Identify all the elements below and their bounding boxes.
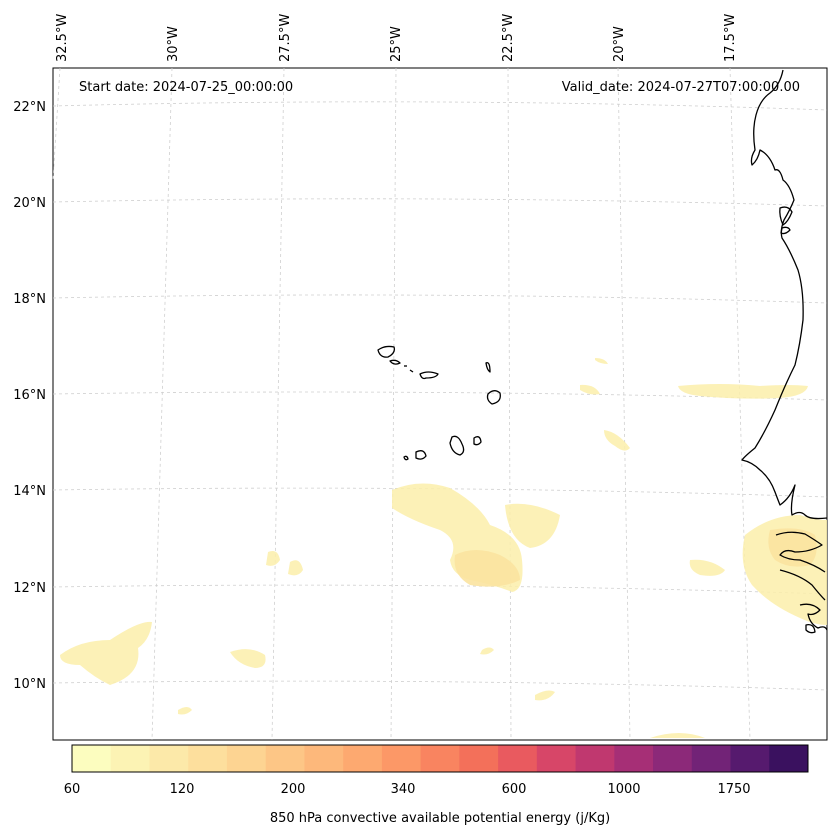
latitude-labels: 22°N 20°N 18°N 16°N 14°N 12°N 10°N xyxy=(13,100,46,692)
colorbar-cell xyxy=(110,745,150,772)
colorbar-cell xyxy=(420,745,460,772)
colorbar-cell xyxy=(498,745,538,772)
longitude-labels: 32.5°W 30°W 27.5°W 25°W 22.5°W 20°W 17.5… xyxy=(55,14,738,62)
colorbar-cell xyxy=(653,745,693,772)
cape-verde-islands xyxy=(377,345,501,461)
lon-label: 32.5°W xyxy=(55,14,70,62)
colorbar-cell xyxy=(730,745,770,772)
lat-label: 18°N xyxy=(13,292,46,307)
colorbar-cell xyxy=(188,745,228,772)
lon-label: 30°W xyxy=(166,26,181,62)
colorbar-tick-label: 1000 xyxy=(607,782,640,797)
colorbar-cell xyxy=(614,745,654,772)
colorbar-cell xyxy=(769,745,809,772)
lon-label: 20°W xyxy=(612,26,627,62)
lon-label: 17.5°W xyxy=(723,14,738,62)
colorbar xyxy=(72,745,809,772)
cape-shading xyxy=(60,358,827,738)
lat-label: 10°N xyxy=(13,677,46,692)
lat-label: 12°N xyxy=(13,581,46,596)
colorbar-cell xyxy=(381,745,422,772)
africa-coastline xyxy=(741,69,828,634)
colorbar-cell xyxy=(149,745,189,772)
colorbar-cell xyxy=(536,745,577,772)
colorbar-cell xyxy=(343,745,383,772)
map-frame xyxy=(52,67,828,741)
colorbar-frame xyxy=(71,744,809,773)
lon-label: 27.5°W xyxy=(278,14,293,62)
lat-label: 16°N xyxy=(13,388,46,403)
lat-label: 20°N xyxy=(13,196,46,211)
colorbar-tick-label: 120 xyxy=(170,782,195,797)
meridian-gridlines xyxy=(52,67,751,741)
colorbar-ticks: 60 120 200 340 600 1000 1750 xyxy=(64,782,751,797)
lon-label: 22.5°W xyxy=(501,14,516,62)
colorbar-cell xyxy=(265,745,305,772)
colorbar-cell xyxy=(72,745,112,772)
lat-label: 22°N xyxy=(13,100,46,115)
valid-date-text: Valid_date: 2024-07-27T07:00:00.00 xyxy=(562,80,800,95)
lat-label: 14°N xyxy=(13,484,46,499)
colorbar-cell xyxy=(226,745,267,772)
colorbar-label: 850 hPa convective available potential e… xyxy=(270,811,610,826)
colorbar-tick-label: 600 xyxy=(502,782,527,797)
colorbar-tick-label: 340 xyxy=(391,782,416,797)
colorbar-tick-label: 60 xyxy=(64,782,81,797)
lon-label: 25°W xyxy=(389,26,404,62)
parallel-gridlines xyxy=(52,101,828,691)
colorbar-tick-label: 1750 xyxy=(717,782,750,797)
colorbar-cell xyxy=(304,745,344,772)
start-date-text: Start date: 2024-07-25_00:00:00 xyxy=(79,80,293,95)
colorbar-cell xyxy=(691,745,732,772)
colorbar-cell xyxy=(459,745,499,772)
colorbar-cell xyxy=(575,745,615,772)
colorbar-tick-label: 200 xyxy=(281,782,306,797)
